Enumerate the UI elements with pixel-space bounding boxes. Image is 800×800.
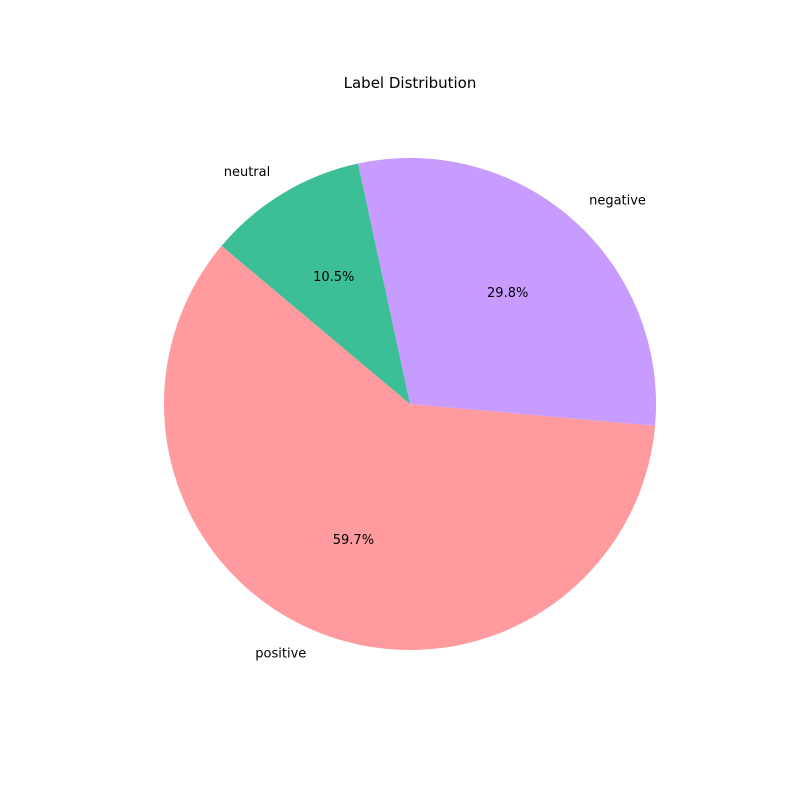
slice-label-positive: positive xyxy=(255,646,306,661)
pie-slice-positive xyxy=(163,245,656,650)
percent-label-negative: 29.8% xyxy=(487,286,528,301)
percent-label-neutral: 10.5% xyxy=(313,270,354,285)
percent-label-positive: 59.7% xyxy=(333,533,374,548)
chart-title: Label Distribution xyxy=(344,74,477,92)
pie-slice-negative xyxy=(358,158,656,426)
pie-labels: positive 59.7% negative 29.8% neutral 10.5% xyxy=(224,165,646,662)
pie-slice-neutral xyxy=(221,163,410,404)
slice-label-negative: negative xyxy=(589,194,646,209)
pie-slices xyxy=(163,158,656,650)
slice-label-neutral: neutral xyxy=(224,165,271,180)
